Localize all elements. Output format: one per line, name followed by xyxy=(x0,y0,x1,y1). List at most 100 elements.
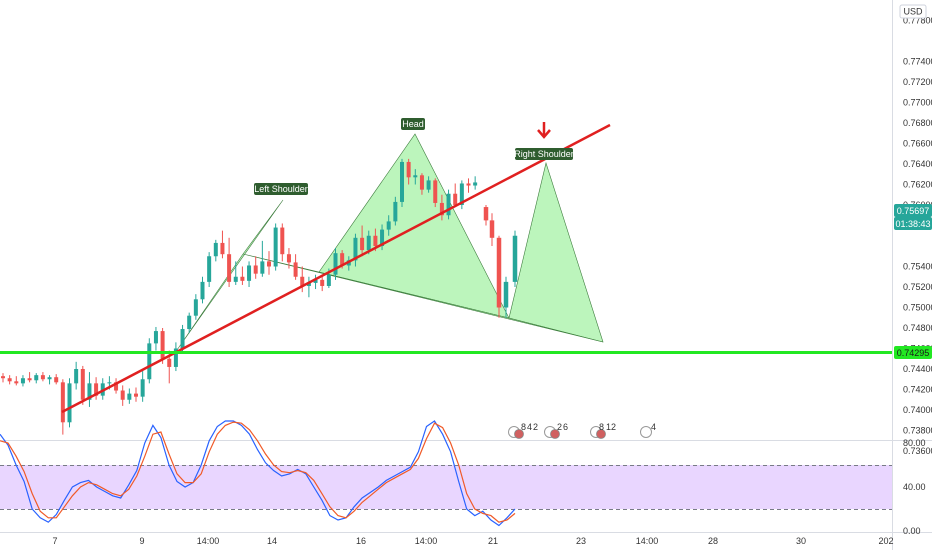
label-head: Head xyxy=(401,118,425,130)
candle-body xyxy=(67,383,72,423)
time-tick-label: 14:00 xyxy=(636,536,659,546)
candle-body xyxy=(114,382,119,391)
time-tick-label: 30 xyxy=(796,536,806,546)
trendline[interactable] xyxy=(61,123,611,414)
time-tick-label: 23 xyxy=(576,536,586,546)
candle-body xyxy=(120,390,125,400)
stoch-tick-label: 40.00 xyxy=(903,482,926,492)
currency-label-box[interactable] xyxy=(899,4,927,19)
right-shoulder-triangle xyxy=(508,161,604,343)
candle-body xyxy=(512,235,518,282)
countdown-badge xyxy=(894,217,932,230)
candle-body xyxy=(439,202,444,216)
time-tick-label: 14:00 xyxy=(197,536,220,546)
event-count: 4 xyxy=(651,422,656,432)
event-count: 2 xyxy=(557,422,562,432)
stoch-tick-label: 80.00 xyxy=(903,438,926,448)
event-count: 2 xyxy=(533,422,538,432)
candle-body xyxy=(134,393,138,397)
time-axis[interactable]: 7 9 14:00 14 16 14:00 21 23 14:00 28 30 202 xyxy=(52,536,893,546)
candle-body xyxy=(80,369,85,400)
candle-body xyxy=(503,281,509,308)
time-tick-label: 28 xyxy=(708,536,718,546)
candle-body xyxy=(1,376,5,379)
event-markers: 8 4 2 2 6 8 12 4 xyxy=(508,422,657,439)
candle-body xyxy=(7,378,12,382)
candle-body xyxy=(393,201,398,222)
candle-body xyxy=(453,193,458,205)
stochastic-lines xyxy=(0,420,516,527)
stoch-d-line xyxy=(0,421,516,523)
last-price-text: 0.75697 xyxy=(897,206,930,216)
candle-body xyxy=(213,242,218,257)
candle-body xyxy=(193,299,198,316)
candle-body xyxy=(489,220,495,238)
candle-body xyxy=(366,235,371,251)
candle-body xyxy=(459,183,464,205)
event-marker[interactable]: 8 4 2 xyxy=(508,422,539,439)
stoch-band xyxy=(0,465,892,509)
candle-body xyxy=(433,180,438,203)
candle-body xyxy=(180,329,185,349)
candle-body xyxy=(326,274,331,286)
currency-label: USD xyxy=(903,7,923,17)
price-tick-label: 0.73600 xyxy=(903,446,932,456)
candle-body xyxy=(413,175,418,178)
event-marker[interactable]: 4 xyxy=(640,422,657,438)
event-count: 4 xyxy=(527,422,532,432)
time-tick-label: 21 xyxy=(488,536,498,546)
candle-body xyxy=(446,193,451,216)
candle-body xyxy=(273,227,278,267)
stoch-axis: 80.00 40.00 0.00 xyxy=(903,438,926,536)
candle-body xyxy=(419,175,424,190)
event-count: 12 xyxy=(606,422,616,432)
candle-body xyxy=(207,256,212,282)
candle-body xyxy=(220,242,225,255)
event-count: 8 xyxy=(521,422,526,432)
candle-body xyxy=(107,382,112,384)
candle-body xyxy=(360,237,365,251)
candle-body xyxy=(483,207,489,221)
candle-body xyxy=(247,265,252,281)
label-head-text: Head xyxy=(402,119,424,129)
candle-body xyxy=(54,377,59,383)
candle-body xyxy=(267,261,271,267)
event-marker[interactable]: 8 12 xyxy=(590,422,617,439)
candle-body xyxy=(227,254,232,282)
candle-body xyxy=(153,331,158,344)
candle-body xyxy=(40,375,45,380)
time-tick-label: 202 xyxy=(878,536,893,546)
label-right-shoulder: Right Shoulder xyxy=(514,148,574,160)
candle-body xyxy=(47,377,52,380)
countdown-text: 01:38:43 xyxy=(895,219,930,229)
candle-body xyxy=(87,383,92,400)
event-count: 8 xyxy=(599,422,604,432)
candle-body xyxy=(280,227,285,255)
candle-body xyxy=(187,315,192,330)
stoch-k-line xyxy=(0,420,516,527)
event-marker[interactable]: 2 6 xyxy=(544,422,569,439)
candle-body xyxy=(386,221,391,230)
candle-body xyxy=(140,379,145,397)
candle-body xyxy=(496,237,502,308)
down-arrow-icon xyxy=(537,122,551,139)
candle-body xyxy=(373,235,378,246)
label-left-shoulder-text: Left Shoulder xyxy=(254,184,308,194)
candle-body xyxy=(300,276,305,286)
time-tick-label: 7 xyxy=(52,536,57,546)
